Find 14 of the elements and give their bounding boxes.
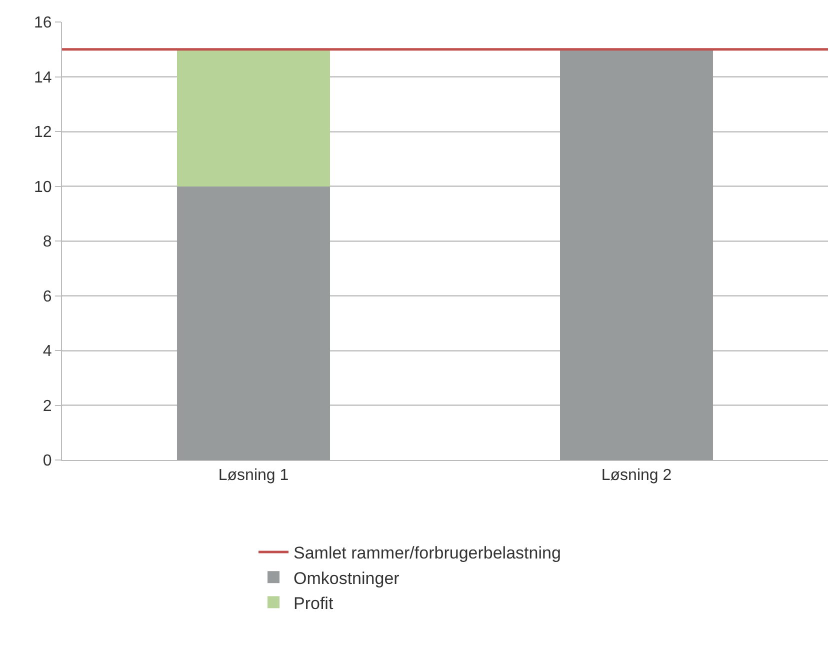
y-tick-label: 4 (42, 343, 52, 360)
y-tick-label: 16 (34, 14, 52, 32)
y-tick-label: 2 (42, 398, 52, 415)
legend-label: Omkostninger (294, 568, 400, 588)
y-tick-label: 0 (42, 452, 52, 470)
y-tick-label: 6 (42, 288, 52, 306)
legend-label: Samlet rammer/forbrugerbelastning (294, 544, 561, 563)
y-tick-label: 12 (34, 124, 52, 142)
y-tick-label: 14 (34, 69, 52, 86)
y-tick-label: 10 (34, 178, 52, 196)
x-tick-label: Løsning 2 (601, 467, 672, 484)
x-tick-label: Løsning 1 (218, 467, 289, 484)
legend-label: Profit (294, 594, 334, 613)
y-tick-label: 8 (42, 234, 52, 251)
